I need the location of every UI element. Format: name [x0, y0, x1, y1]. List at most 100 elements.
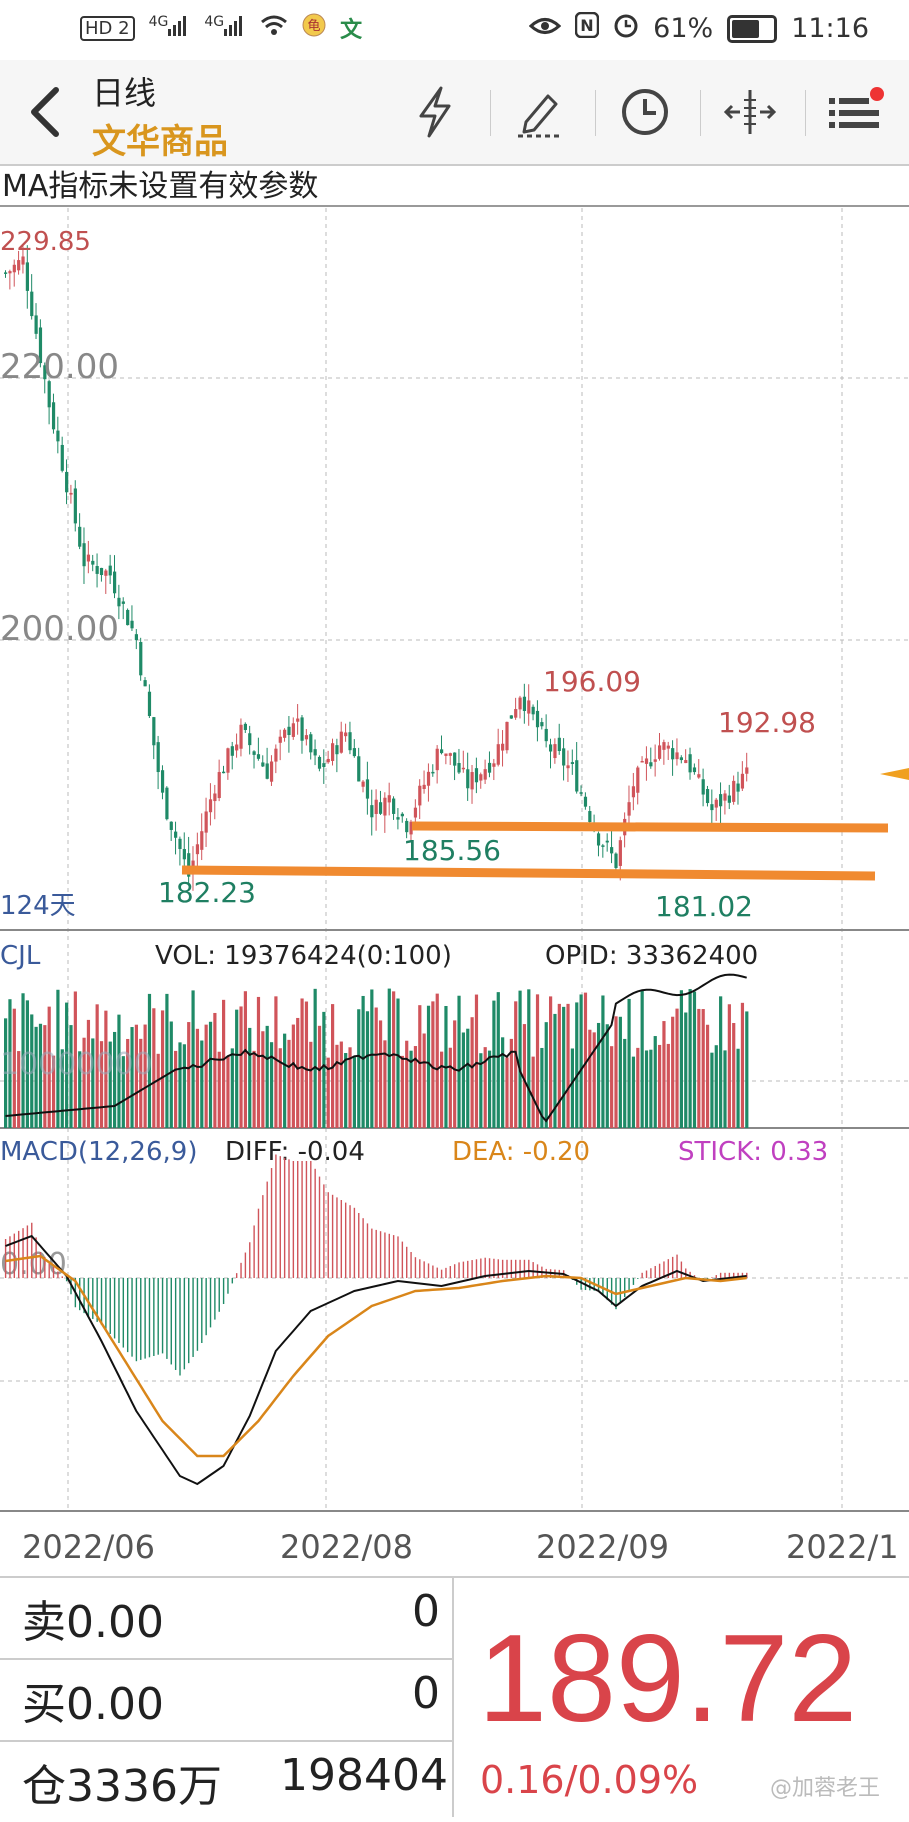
menu-icon — [829, 87, 884, 128]
candle-body — [99, 567, 104, 576]
volume-bar — [688, 989, 692, 1128]
macd-bar — [471, 1260, 473, 1278]
macd-bar — [458, 1262, 460, 1278]
candle-body — [653, 759, 657, 762]
kline-chart[interactable]: MA指标未设置有效参数 229.85 220.00 200.00 196.09 … — [0, 166, 909, 1576]
support-line-lower — [181, 865, 876, 881]
macd-diff: DIFF: -0.04 — [225, 1137, 365, 1167]
candle-body — [187, 853, 191, 877]
menu-button[interactable] — [825, 82, 885, 142]
draw-button[interactable] — [510, 82, 570, 142]
cursor-button[interactable] — [720, 82, 780, 142]
volume-bar — [296, 1017, 300, 1128]
macd-bar — [432, 1265, 434, 1278]
volume-bar — [213, 1012, 217, 1128]
candle-body — [440, 749, 444, 754]
candle-body — [4, 272, 8, 274]
volume-bar — [344, 1053, 348, 1128]
toolbar-divider — [490, 90, 491, 136]
signal-icon: 4G — [204, 14, 246, 42]
candle-body — [339, 731, 343, 753]
svg-text:N: N — [580, 16, 593, 35]
back-button[interactable] — [22, 82, 72, 142]
candle-body — [496, 744, 500, 765]
macd-bar — [79, 1278, 81, 1311]
watermark: @加蓉老王 — [770, 1776, 881, 1801]
candle-body — [483, 769, 487, 780]
candle-body — [631, 786, 636, 798]
time-button[interactable] — [615, 82, 675, 142]
volume-bar — [278, 1048, 282, 1128]
macd-bar — [497, 1259, 499, 1278]
candle-body — [117, 597, 121, 607]
macd-bar — [741, 1272, 744, 1278]
volume-bar — [69, 1025, 73, 1128]
xtick-2022-09: 2022/09 — [536, 1528, 669, 1566]
macd-bar — [253, 1225, 255, 1278]
cursor-split-icon — [723, 90, 777, 134]
volume-bar — [426, 1005, 431, 1128]
ma-notice: MA指标未设置有效参数 — [2, 169, 318, 204]
volume-bar — [191, 990, 195, 1128]
annotation-185: 185.56 — [403, 834, 501, 867]
macd-bar — [733, 1272, 735, 1278]
buy-row[interactable]: 买0.00 0 — [0, 1660, 452, 1742]
candle-body — [130, 620, 134, 629]
candles-group — [4, 245, 749, 891]
macd-bar — [327, 1192, 329, 1278]
macd-bar — [671, 1256, 674, 1278]
ylabel-200: 200.00 — [0, 609, 119, 649]
candle-body — [588, 811, 592, 823]
macd-bar — [87, 1278, 90, 1317]
volume-bar — [413, 1046, 418, 1128]
candle-body — [51, 402, 56, 430]
candle-body — [479, 774, 483, 781]
candle-body — [134, 634, 138, 641]
volume-readout: VOL: 19376424(0:100) — [155, 941, 452, 971]
wenhua-icon: 文 — [340, 18, 363, 43]
macd-bar — [371, 1228, 373, 1278]
volume-bar — [496, 992, 500, 1128]
period-title[interactable]: 日线 — [92, 74, 157, 112]
volume-bar — [143, 1024, 147, 1128]
volume-bar — [374, 1007, 378, 1128]
volume-bar — [448, 1047, 452, 1128]
macd-bar — [288, 1159, 290, 1278]
volume-bar — [130, 1027, 134, 1128]
macd-bar — [9, 1236, 11, 1278]
instrument-title[interactable]: 文华商品 — [92, 122, 228, 162]
candle-body — [335, 745, 339, 755]
macd-bar — [161, 1278, 164, 1354]
candle-body — [378, 802, 383, 814]
volume-bar — [745, 1011, 749, 1128]
candle-body — [549, 744, 553, 752]
volume-bar — [396, 998, 400, 1128]
candle-body — [300, 717, 304, 741]
volume-bar — [117, 1014, 121, 1128]
volume-bar — [51, 1055, 56, 1128]
sell-row[interactable]: 卖0.00 0 — [0, 1578, 452, 1660]
candle-body — [174, 831, 178, 838]
candle-body — [248, 733, 252, 746]
volume-bar — [714, 1045, 718, 1128]
volume-bar — [226, 1056, 230, 1128]
opid-readout: OPID: 33362400 — [545, 941, 758, 971]
volume-bar — [21, 993, 25, 1128]
macd-bar — [654, 1265, 656, 1278]
macd-bar — [174, 1278, 177, 1370]
status-left: HD 2 4G 4G 龟 文 — [80, 12, 362, 44]
dea-line — [5, 1254, 747, 1458]
volume-bar — [470, 1017, 474, 1128]
candle-body — [178, 838, 182, 850]
annotation-181: 181.02 — [655, 890, 753, 923]
candle-body — [352, 748, 356, 757]
candle-body — [649, 762, 653, 767]
volume-bar — [113, 1031, 117, 1128]
volume-bar — [692, 991, 697, 1128]
candle-body — [147, 691, 152, 717]
volume-bar — [605, 1024, 609, 1128]
volume-bar — [540, 1047, 544, 1128]
macd-bar — [214, 1278, 216, 1320]
flash-button[interactable] — [405, 82, 465, 142]
last-price-marker — [880, 768, 909, 780]
